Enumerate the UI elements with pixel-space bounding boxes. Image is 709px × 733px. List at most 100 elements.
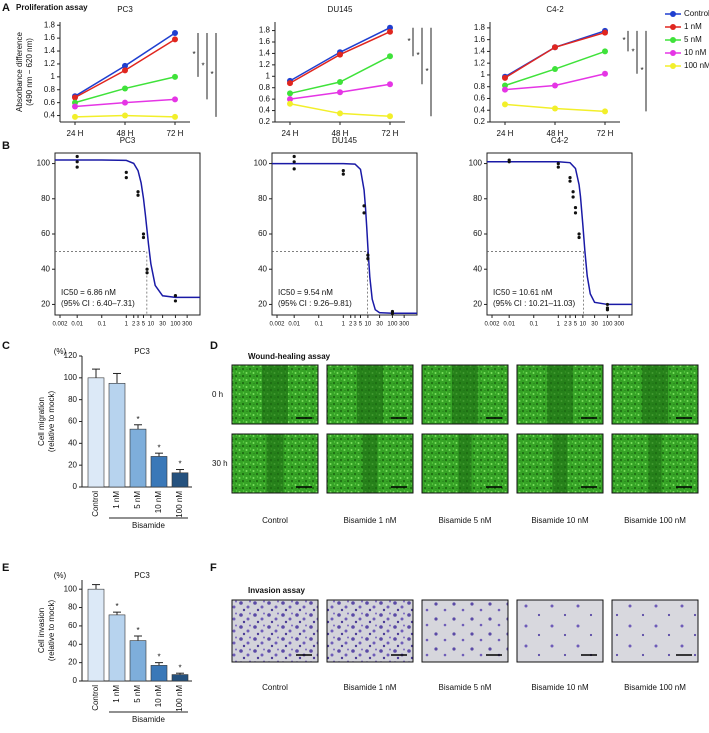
x-tick-label: 100	[170, 322, 181, 328]
micrograph	[611, 599, 699, 663]
significance-star: *	[640, 66, 643, 75]
marker	[287, 100, 293, 107]
data-point	[556, 161, 560, 166]
section-title: Invasion assay	[248, 586, 305, 595]
micrograph	[326, 599, 414, 663]
data-point	[568, 179, 572, 183]
significance-star: *	[210, 70, 213, 79]
panel-label: C	[2, 340, 10, 352]
x-tick-label: 0.01	[288, 322, 300, 328]
y-tick-label: 1	[266, 71, 271, 80]
y-tick-label: 80	[68, 603, 77, 612]
data-point	[173, 294, 178, 298]
marker	[122, 112, 128, 119]
x-tick-label: 10	[365, 322, 372, 328]
significance-star: *	[115, 602, 118, 611]
significance-star: *	[136, 415, 139, 424]
caption: Bisamide 100 nM	[624, 683, 686, 692]
wound-gap	[642, 365, 668, 424]
panel-label: F	[210, 562, 217, 574]
x-tick-label: 30	[591, 322, 598, 328]
data-point	[75, 154, 79, 159]
legend-marker	[670, 37, 676, 43]
marker	[122, 67, 128, 74]
data-point	[341, 169, 345, 173]
x-tick-label: 0.002	[53, 322, 69, 328]
marker	[122, 99, 128, 106]
y-tick-label: 1.4	[44, 46, 56, 55]
data-point	[292, 154, 296, 159]
marker	[552, 44, 558, 51]
y-tick-label: 20	[41, 300, 50, 309]
x-tick-label: 100	[602, 322, 613, 328]
x-tick-label: 48 H	[117, 129, 134, 138]
y-tick-label: 20	[473, 300, 482, 309]
chart-title: PC3	[117, 5, 133, 14]
x-tick-label: 0.1	[98, 322, 107, 328]
x-tick-label: 30	[159, 322, 166, 328]
significance-star: *	[192, 50, 195, 59]
caption: Bisamide 1 nM	[344, 516, 397, 525]
y-axis-label: (490 nm − 620 nm)	[25, 38, 34, 106]
legend-marker	[670, 50, 676, 56]
y-tick-label: 20	[68, 658, 77, 667]
x-tick-label: 100 nM	[175, 685, 184, 712]
x-tick-label: 10	[148, 322, 155, 328]
marker	[502, 82, 508, 89]
unit-label: (%)	[54, 571, 67, 580]
y-tick-label: 60	[41, 229, 50, 238]
marker	[287, 96, 293, 103]
marker	[387, 28, 393, 35]
y-tick-label: 40	[68, 639, 77, 648]
x-tick-label: 10	[580, 322, 587, 328]
marker	[502, 86, 508, 93]
y-tick-label: 60	[258, 229, 267, 238]
y-tick-label: 1	[51, 72, 56, 81]
caption: Bisamide 10 nM	[531, 516, 589, 525]
caption: Bisamide 10 nM	[531, 683, 589, 692]
annotation: IC50 = 10.61 nM	[493, 288, 553, 297]
x-tick-label: 300	[614, 322, 625, 328]
y-tick-label: 0.6	[474, 94, 486, 103]
caption: Control	[262, 516, 288, 525]
panel-label: D	[210, 340, 218, 352]
y-tick-label: 120	[64, 351, 78, 360]
marker	[72, 103, 78, 110]
x-tick-label: 0.1	[530, 322, 539, 328]
chart-title: C4-2	[551, 136, 569, 145]
unit-label: (%)	[54, 347, 67, 356]
significance-star: *	[622, 36, 625, 45]
y-tick-label: 40	[473, 264, 482, 273]
y-tick-label: 1.4	[474, 47, 486, 56]
marker	[172, 96, 178, 103]
x-tick-label: Control	[91, 491, 100, 517]
y-axis-label: (relative to mock)	[47, 599, 56, 661]
data-point	[173, 299, 178, 303]
y-tick-label: 1.8	[259, 26, 271, 35]
data-point	[75, 160, 79, 164]
marker	[502, 74, 508, 81]
data-point	[292, 167, 296, 171]
x-tick-label: 2	[349, 322, 353, 328]
legend-marker	[670, 11, 676, 17]
y-tick-label: 60	[68, 621, 77, 630]
x-tick-label: 1	[125, 322, 129, 328]
group-label: Bisamide	[132, 715, 165, 724]
data-point	[507, 160, 511, 164]
x-tick-label: 0.002	[485, 322, 501, 328]
caption: Bisamide 100 nM	[624, 516, 686, 525]
chart-title: C4-2	[546, 5, 564, 14]
wound-gap	[552, 434, 568, 493]
y-tick-label: 0.2	[259, 117, 271, 126]
x-tick-label: 0.1	[315, 322, 324, 328]
marker	[172, 73, 178, 80]
y-tick-label: 80	[68, 395, 77, 404]
x-tick-label: 24 H	[67, 129, 84, 138]
y-axis-label: Cell migration	[37, 397, 46, 446]
marker	[172, 113, 178, 120]
x-tick-label: 2	[132, 322, 136, 328]
x-tick-label: 2	[564, 322, 568, 328]
marker	[602, 70, 608, 77]
x-tick-label: 10 nM	[154, 491, 163, 514]
marker	[337, 110, 343, 117]
